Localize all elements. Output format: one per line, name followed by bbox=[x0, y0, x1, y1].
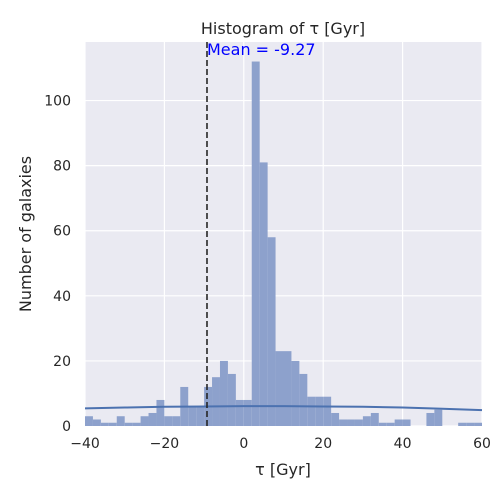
histogram-bar bbox=[458, 422, 467, 426]
histogram-bar bbox=[196, 406, 205, 426]
histogram-bar bbox=[92, 419, 101, 426]
chart-title: Histogram of τ [Gyr] bbox=[201, 19, 365, 38]
x-axis-label: τ [Gyr] bbox=[255, 460, 311, 479]
histogram-bar bbox=[219, 360, 228, 426]
histogram-bar bbox=[140, 416, 149, 426]
histogram-bar bbox=[212, 377, 220, 426]
kde-curve bbox=[84, 405, 483, 412]
histogram-bar bbox=[291, 360, 300, 426]
histogram-bar bbox=[354, 419, 363, 426]
histogram-bar bbox=[148, 412, 157, 426]
histogram-bar bbox=[164, 416, 173, 426]
x-tick-labels: −40 −20 0 20 40 60 bbox=[70, 436, 491, 452]
histogram-bar bbox=[307, 396, 316, 426]
y-tick-label: 40 bbox=[53, 289, 71, 305]
x-tick-label: 40 bbox=[394, 436, 412, 452]
histogram-bar bbox=[259, 162, 268, 426]
histogram-bar bbox=[323, 396, 332, 426]
histogram-bar bbox=[394, 419, 403, 426]
x-tick-label: −20 bbox=[150, 436, 180, 452]
histogram-bar bbox=[275, 351, 284, 426]
histogram-bar bbox=[267, 237, 276, 426]
histogram-bar bbox=[299, 373, 308, 426]
histogram-bar bbox=[85, 416, 93, 426]
histogram-bar bbox=[402, 419, 411, 426]
histogram-bar bbox=[378, 422, 387, 426]
y-axis-label: Number of galaxies bbox=[16, 156, 35, 312]
histogram-bar bbox=[100, 422, 109, 426]
x-tick-label: 20 bbox=[314, 436, 332, 452]
grid-lines bbox=[84, 42, 483, 427]
histogram-bar bbox=[124, 422, 133, 426]
histogram-bar bbox=[227, 373, 236, 426]
histogram-bar bbox=[243, 399, 252, 426]
y-tick-label: 60 bbox=[53, 224, 71, 240]
histogram-bar bbox=[347, 419, 355, 426]
histogram-bar bbox=[434, 409, 443, 426]
mean-annotation: Mean = -9.27 bbox=[207, 40, 316, 59]
histogram-bar bbox=[339, 419, 348, 426]
histogram-bar bbox=[172, 416, 181, 426]
histogram-bar bbox=[474, 422, 482, 426]
histogram-bar bbox=[466, 422, 475, 426]
x-tick-label: 60 bbox=[473, 436, 491, 452]
x-tick-label: 0 bbox=[239, 436, 248, 452]
y-tick-label: 0 bbox=[62, 419, 71, 435]
histogram-bar bbox=[108, 422, 117, 426]
histogram-bar bbox=[362, 416, 371, 426]
histogram-bar bbox=[132, 422, 141, 426]
x-tick-label: −40 bbox=[70, 436, 100, 452]
y-tick-labels: 0 20 40 60 80 100 bbox=[44, 94, 71, 435]
histogram-bar bbox=[116, 416, 125, 426]
histogram-bar bbox=[251, 61, 260, 427]
histogram-bar bbox=[426, 412, 435, 426]
histogram-bar bbox=[235, 399, 244, 426]
histogram-bar bbox=[283, 351, 292, 426]
histogram-bar bbox=[315, 396, 324, 426]
histogram-bar bbox=[188, 406, 197, 426]
y-tick-label: 100 bbox=[44, 94, 71, 110]
histogram-bar bbox=[331, 412, 340, 426]
histogram-bar bbox=[156, 399, 165, 426]
y-tick-label: 80 bbox=[53, 159, 71, 175]
histogram-bar bbox=[386, 422, 395, 426]
y-tick-label: 20 bbox=[53, 354, 71, 370]
histogram-bar bbox=[370, 412, 379, 426]
